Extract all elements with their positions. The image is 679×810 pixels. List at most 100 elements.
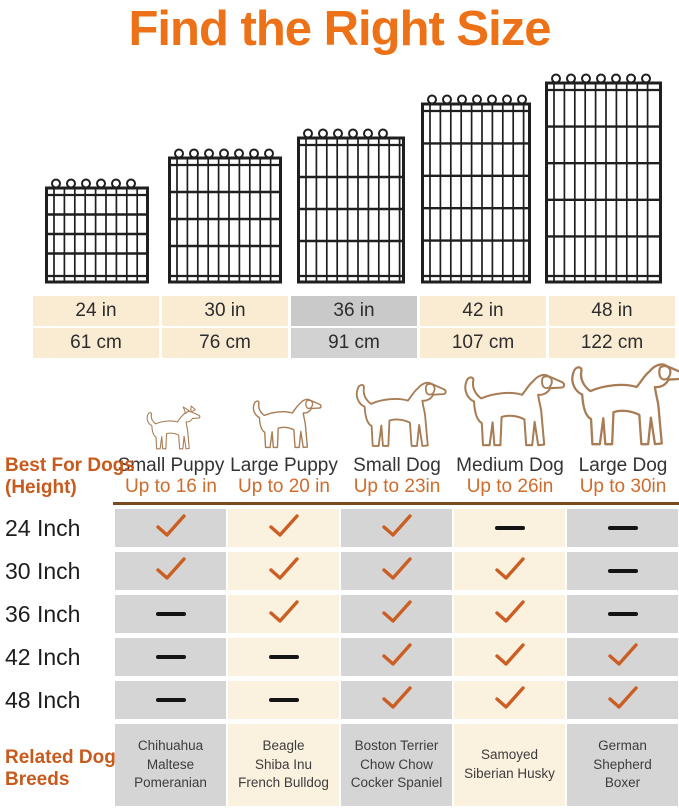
page-title: Find the Right Size	[128, 2, 552, 56]
row-label-42-inch: 42 Inch	[5, 644, 81, 670]
matrix-cell-48in-col5	[567, 681, 678, 719]
size-cell-cm-76cm: 76 cm	[162, 328, 288, 358]
breed-name: German	[598, 737, 647, 753]
matrix-cell-36in-col4	[454, 595, 565, 633]
breed-cell-col1: Chihuahua Maltese Pomeranian	[115, 724, 226, 806]
best-for-dogs-line2: (Height)	[5, 477, 77, 498]
check-icon	[494, 685, 526, 716]
size-cell-inches-30in: 30 in	[162, 296, 288, 326]
dog-column-name: Medium Dog	[456, 455, 564, 476]
dog-column-max-height: Up to 26in	[466, 476, 554, 497]
dog-outline-large-puppy-icon	[243, 391, 325, 453]
dash-icon	[155, 612, 186, 616]
breed-name: Boston Terrier	[354, 737, 439, 753]
size-cell-cm-107cm: 107 cm	[420, 328, 546, 358]
row-label-36-inch: 36 Inch	[5, 601, 81, 627]
size-cell-cm-122cm: 122 cm	[549, 328, 675, 358]
wire-panel-30in-icon	[167, 147, 283, 285]
breed-cell-col4: Samoyed Siberian Husky	[454, 724, 565, 806]
matrix-cell-30in-col4	[454, 552, 565, 590]
breed-name: French Bulldog	[238, 775, 329, 791]
dog-column-max-height: Up to 20 in	[238, 476, 330, 497]
dog-outline-small-puppy-icon	[139, 405, 203, 453]
dog-column-max-height: Up to 16 in	[125, 476, 217, 497]
matrix-cell-48in-col3	[341, 681, 452, 719]
dash-icon	[155, 655, 186, 659]
breed-name: Chihuahua	[137, 737, 204, 753]
breed-name: Maltese	[146, 756, 195, 772]
check-icon	[381, 685, 413, 716]
breed-name: Boxer	[604, 775, 641, 791]
check-icon	[494, 556, 526, 587]
check-icon	[494, 642, 526, 673]
breed-name: Cocker Spaniel	[350, 775, 443, 791]
dash-icon	[268, 698, 299, 702]
matrix-cell-42in-col4	[454, 638, 565, 676]
breed-name: Shiba Inu	[254, 756, 313, 772]
matrix-cell-36in-col3	[341, 595, 452, 633]
check-icon	[607, 685, 639, 716]
matrix-cell-42in-col2	[228, 638, 339, 676]
row-label-24-inch: 24 Inch	[5, 515, 81, 541]
dog-outline-medium-dog-icon	[450, 363, 570, 453]
size-cell-inches-42in: 42 in	[420, 296, 546, 326]
check-icon	[155, 556, 187, 587]
breed-cell-col5: German Shepherd Boxer	[567, 724, 678, 806]
check-icon	[381, 556, 413, 587]
check-icon	[268, 599, 300, 630]
matrix-cell-36in-col5	[567, 595, 678, 633]
wire-panel-48in-icon	[544, 72, 663, 285]
dash-icon	[607, 526, 638, 530]
wire-panel-42in-icon	[420, 93, 532, 285]
size-cell-cm-91cm: 91 cm	[291, 328, 417, 358]
breed-name: Pomeranian	[134, 775, 207, 791]
matrix-cell-48in-col1	[115, 681, 226, 719]
matrix-cell-24in-col2	[228, 509, 339, 547]
wire-panel-36in-icon	[296, 127, 406, 285]
best-for-dogs-label: Best For Dogs (Height)	[5, 455, 135, 499]
check-icon	[381, 642, 413, 673]
breed-name: Chow Chow	[360, 756, 433, 772]
check-icon	[494, 599, 526, 630]
dash-icon	[607, 612, 638, 616]
breed-cell-col3: Boston Terrier Chow Chow Cocker Spaniel	[341, 724, 452, 806]
dog-column-name: Small Dog	[353, 455, 441, 476]
matrix-cell-24in-col5	[567, 509, 678, 547]
matrix-cell-24in-col3	[341, 509, 452, 547]
breed-name: Siberian Husky	[464, 766, 555, 781]
related-breeds-line2: Breeds	[5, 769, 70, 790]
matrix-cell-42in-col5	[567, 638, 678, 676]
row-label-30-inch: 30 Inch	[5, 558, 81, 584]
check-icon	[607, 642, 639, 673]
dash-icon	[494, 526, 525, 530]
best-for-dogs-line1: Best For Dogs	[5, 455, 135, 476]
dog-outline-small-dog-icon	[343, 372, 451, 453]
matrix-cell-42in-col1	[115, 638, 226, 676]
dog-column-name: Large Dog	[578, 455, 668, 476]
check-icon	[381, 599, 413, 630]
matrix-cell-36in-col1	[115, 595, 226, 633]
matrix-cell-30in-col3	[341, 552, 452, 590]
breed-cell-col2: Beagle Shiba Inu French Bulldog	[228, 724, 339, 806]
check-icon	[268, 513, 300, 544]
check-icon	[155, 513, 187, 544]
dog-column-max-height: Up to 30in	[579, 476, 667, 497]
breed-name: Samoyed	[480, 747, 539, 763]
size-cell-inches-24in: 24 in	[33, 296, 159, 326]
breed-name: Beagle	[262, 737, 305, 753]
matrix-cell-24in-col4	[454, 509, 565, 547]
dog-column-name: Small Puppy	[117, 455, 225, 476]
size-cell-cm-61cm: 61 cm	[33, 328, 159, 358]
dash-icon	[607, 569, 638, 573]
size-cell-inches-48in: 48 in	[549, 296, 675, 326]
matrix-cell-30in-col5	[567, 552, 678, 590]
wire-panel-24in-icon	[44, 177, 150, 285]
matrix-cell-30in-col2	[228, 552, 339, 590]
row-label-48-inch: 48 Inch	[5, 687, 81, 713]
dash-icon	[155, 698, 186, 702]
check-icon	[268, 556, 300, 587]
breed-name: Shepherd	[593, 756, 652, 772]
matrix-cell-42in-col3	[341, 638, 452, 676]
matrix-cell-36in-col2	[228, 595, 339, 633]
